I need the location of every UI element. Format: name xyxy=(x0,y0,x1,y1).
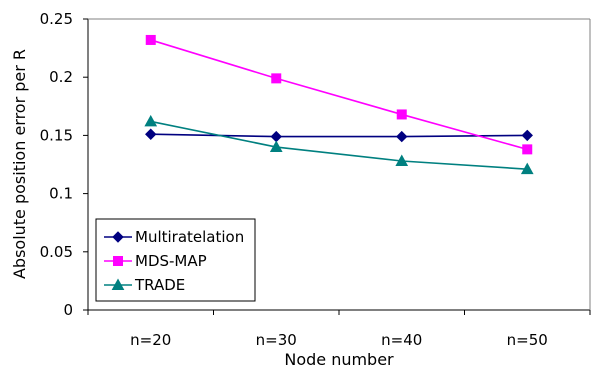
data-point-multiratelation xyxy=(145,128,157,140)
legend-marker xyxy=(113,256,123,266)
data-point-mds-map xyxy=(522,144,533,155)
legend-marker xyxy=(112,231,124,243)
y-axis-title: Absolute position error per R xyxy=(10,49,29,279)
legend-item-mds-map: MDS-MAP xyxy=(104,252,207,270)
legend-item-trade: TRADE xyxy=(104,276,185,294)
series-trade xyxy=(144,114,534,175)
y-tick-label: 0.05 xyxy=(40,243,73,261)
series-layer xyxy=(144,34,534,175)
data-point-mds-map xyxy=(396,109,407,120)
y-tick-label: 0.15 xyxy=(40,126,73,144)
x-tick-label: n=20 xyxy=(130,331,171,349)
series-line-multiratelation xyxy=(150,133,528,138)
legend-label: Multiratelation xyxy=(135,228,244,246)
plot-area xyxy=(87,18,591,311)
data-point-mds-map xyxy=(271,73,282,84)
legend-item-multiratelation: Multiratelation xyxy=(104,228,244,246)
y-tick-label: 0.25 xyxy=(40,10,73,28)
legend-label: MDS-MAP xyxy=(135,252,207,270)
data-point-trade xyxy=(395,154,409,167)
data-point-trade xyxy=(520,162,534,175)
series-line-trade xyxy=(150,120,528,170)
y-axis-ticks: 0 0.05 0.1 0.15 0.2 0.25 xyxy=(40,10,88,319)
y-tick-label: 0 xyxy=(63,301,73,319)
data-point-multiratelation xyxy=(270,130,282,143)
series-line-mds-map xyxy=(150,39,528,151)
x-axis-ticks: n=20 n=30 n=40 n=50 xyxy=(87,310,591,349)
y-tick-label: 0.1 xyxy=(49,185,73,203)
y-tick-label: 0.2 xyxy=(49,68,73,86)
data-point-mds-map xyxy=(145,34,156,45)
x-tick-label: n=30 xyxy=(256,331,297,349)
x-tick-label: n=40 xyxy=(381,331,422,349)
series-multiratelation xyxy=(145,128,533,143)
legend: Multiratelation MDS-MAP TRADE xyxy=(95,218,256,302)
data-point-multiratelation xyxy=(396,130,408,143)
legend-label: TRADE xyxy=(134,276,185,294)
data-point-multiratelation xyxy=(521,129,533,142)
data-point-trade xyxy=(269,140,283,153)
series-mds-map xyxy=(145,34,533,155)
x-axis-title: Node number xyxy=(284,350,394,368)
data-point-trade xyxy=(144,114,158,127)
legend-marker xyxy=(111,278,125,290)
x-tick-label: n=50 xyxy=(507,331,548,349)
